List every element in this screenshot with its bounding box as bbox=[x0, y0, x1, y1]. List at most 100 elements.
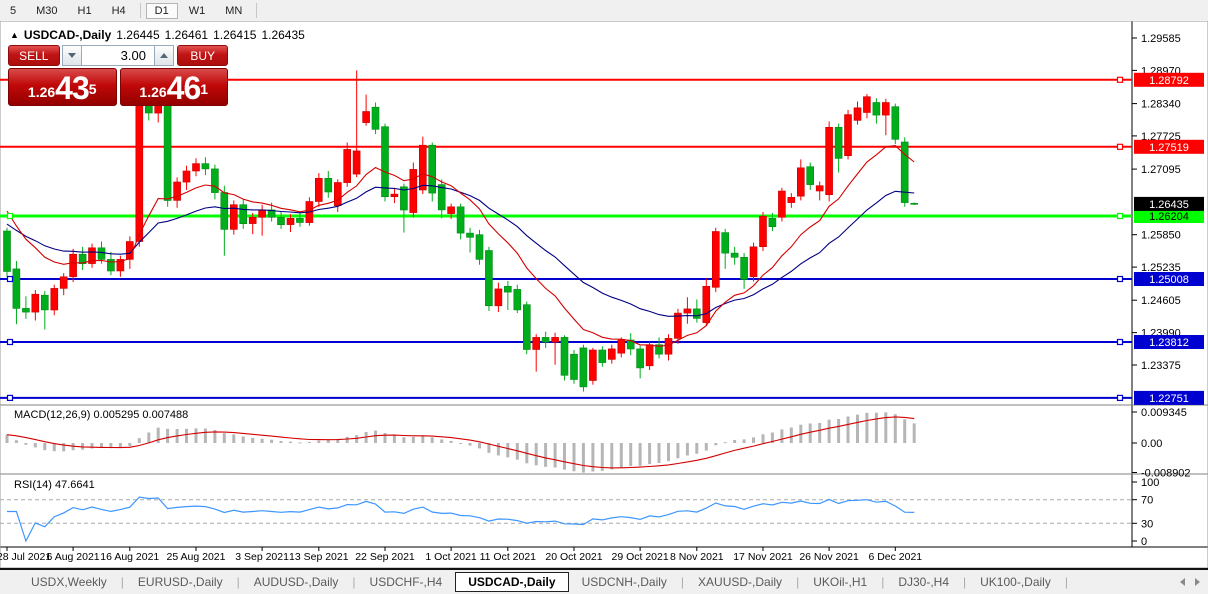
ask-big-digits: 46 bbox=[166, 70, 202, 106]
volume-decrease-button[interactable] bbox=[61, 45, 82, 66]
tab-separator: | bbox=[352, 575, 356, 589]
svg-text:1.29585: 1.29585 bbox=[1141, 33, 1181, 45]
svg-text:17 Nov 2021: 17 Nov 2021 bbox=[733, 551, 793, 563]
svg-text:1.26204: 1.26204 bbox=[1149, 211, 1189, 223]
volume-increase-button[interactable] bbox=[153, 45, 175, 66]
svg-text:26 Nov 2021: 26 Nov 2021 bbox=[799, 551, 859, 563]
tab-separator: | bbox=[1064, 575, 1068, 589]
rsi-pane: 100 70 30 0 RSI(14) 47.6641 bbox=[0, 477, 1159, 548]
macd-pane: 0.009345 0.00 -0.008902 MACD(12,26,9) 0.005… bbox=[5, 407, 1191, 480]
buy-button[interactable]: BUY bbox=[177, 45, 229, 66]
toolbar-separator bbox=[139, 3, 141, 18]
svg-text:100: 100 bbox=[1141, 477, 1159, 489]
svg-text:13 Sep 2021: 13 Sep 2021 bbox=[289, 551, 349, 563]
svg-text:29 Oct 2021: 29 Oct 2021 bbox=[611, 551, 668, 563]
svg-text:0.009345: 0.009345 bbox=[1141, 407, 1187, 419]
ohlc-open: 1.26445 bbox=[116, 28, 160, 42]
svg-text:-0.008902: -0.008902 bbox=[1141, 468, 1191, 480]
ohlc-high: 1.26461 bbox=[164, 28, 209, 42]
bid-price-button[interactable]: 1.26 43 5 bbox=[8, 68, 117, 106]
chevron-down-icon bbox=[67, 53, 76, 58]
ask-price-button[interactable]: 1.26 46 1 bbox=[119, 68, 228, 106]
chart-tab-xauusd[interactable]: XAUUSD-,Daily bbox=[698, 575, 783, 589]
chart-tab-usdchf[interactable]: USDCHF-,H4 bbox=[369, 575, 443, 589]
tab-separator: | bbox=[881, 575, 885, 589]
svg-text:1.24605: 1.24605 bbox=[1141, 295, 1181, 307]
timeframe-button-h4[interactable]: H4 bbox=[111, 4, 126, 17]
svg-text:1.28340: 1.28340 bbox=[1141, 99, 1181, 111]
price-axis[interactable]: 1.295851.289701.283401.277251.270951.258… bbox=[1132, 33, 1204, 405]
chart-tab-usdcad[interactable]: USDCAD-,Daily bbox=[455, 572, 569, 592]
svg-text:1.22751: 1.22751 bbox=[1149, 393, 1189, 405]
svg-text:3 Sep 2021: 3 Sep 2021 bbox=[235, 551, 289, 563]
chart-tab-bar: USDX,Weekly | EURUSD-,Daily | AUDUSD-,Daily |… bbox=[0, 568, 1208, 594]
support-resistance-lines[interactable] bbox=[0, 78, 1132, 399]
svg-text:1.23375: 1.23375 bbox=[1141, 360, 1181, 372]
timeframe-button-h1[interactable]: H1 bbox=[77, 4, 92, 17]
timeframe-button-mn[interactable]: MN bbox=[225, 4, 243, 17]
ask-prefix: 1.26 bbox=[139, 84, 167, 100]
symbol-name: USDCAD-,Daily bbox=[23, 28, 112, 42]
tab-separator: | bbox=[796, 575, 800, 589]
svg-text:1.25008: 1.25008 bbox=[1149, 274, 1189, 286]
svg-text:6 Dec 2021: 6 Dec 2021 bbox=[868, 551, 922, 563]
svg-text:16 Aug 2021: 16 Aug 2021 bbox=[100, 551, 159, 563]
chart-tab-eurusd[interactable]: EURUSD-,Daily bbox=[137, 575, 223, 589]
timeframe-button-5[interactable]: 5 bbox=[10, 4, 17, 17]
tab-separator: | bbox=[236, 575, 240, 589]
chart-tab-dj30[interactable]: DJ30-,H4 bbox=[898, 575, 950, 589]
svg-text:28 Jul 2021: 28 Jul 2021 bbox=[0, 551, 51, 563]
svg-text:0: 0 bbox=[1141, 536, 1147, 548]
ohlc-close: 1.26435 bbox=[261, 28, 305, 42]
svg-text:22 Sep 2021: 22 Sep 2021 bbox=[355, 551, 415, 563]
chart-tab-uk100[interactable]: UK100-,Daily bbox=[980, 575, 1051, 589]
tab-separator: | bbox=[680, 575, 685, 589]
tab-separator: | bbox=[120, 575, 124, 589]
scroll-right-icon[interactable] bbox=[1195, 578, 1200, 586]
collapse-icon[interactable]: ▲ bbox=[10, 30, 19, 40]
svg-text:11 Oct 2021: 11 Oct 2021 bbox=[480, 551, 537, 563]
toolbar-separator bbox=[256, 3, 258, 18]
svg-text:1 Oct 2021: 1 Oct 2021 bbox=[425, 551, 477, 563]
svg-text:25 Aug 2021: 25 Aug 2021 bbox=[167, 551, 226, 563]
timeframe-button-m30[interactable]: M30 bbox=[36, 4, 58, 17]
svg-text:0.00: 0.00 bbox=[1141, 438, 1162, 450]
svg-text:70: 70 bbox=[1141, 495, 1153, 507]
sell-button[interactable]: SELL bbox=[8, 45, 60, 66]
bid-big-digits: 43 bbox=[55, 70, 90, 106]
svg-text:1.27095: 1.27095 bbox=[1141, 164, 1181, 176]
svg-text:1.25235: 1.25235 bbox=[1141, 262, 1181, 274]
ask-pip-digit: 1 bbox=[200, 81, 209, 97]
svg-text:1.26435: 1.26435 bbox=[1149, 199, 1189, 211]
chart-title: ▲ USDCAD-,Daily 1.26445 1.26461 1.26415 … bbox=[10, 28, 305, 42]
ohlc-low: 1.26415 bbox=[213, 28, 257, 42]
chart-tab-usdcnh[interactable]: USDCNH-,Daily bbox=[581, 575, 667, 589]
moving-averages bbox=[6, 145, 915, 347]
timeframe-button-w1[interactable]: W1 bbox=[188, 4, 206, 17]
svg-text:6 Aug 2021: 6 Aug 2021 bbox=[47, 551, 100, 563]
svg-text:1.28792: 1.28792 bbox=[1149, 75, 1189, 87]
svg-text:1.27519: 1.27519 bbox=[1149, 142, 1189, 154]
tab-scroll-arrows bbox=[1180, 578, 1200, 586]
one-click-trade-panel: SELL BUY 1.26435 1.26461 bbox=[8, 45, 229, 106]
tab-separator: | bbox=[963, 575, 967, 589]
macd-label: MACD(12,26,9) 0.005295 0.007488 bbox=[14, 409, 188, 421]
chart-window: 1.29585 1.28970 1.28340 1.27725 1.27095 1.258… bbox=[0, 21, 1208, 568]
svg-text:1.23812: 1.23812 bbox=[1149, 337, 1189, 349]
svg-text:1.25850: 1.25850 bbox=[1141, 230, 1181, 242]
svg-text:30: 30 bbox=[1141, 518, 1153, 530]
bid-prefix: 1.26 bbox=[27, 84, 56, 100]
chart-tab-usdx[interactable]: USDX,Weekly bbox=[31, 575, 107, 589]
timeframe-button-d1[interactable]: D1 bbox=[145, 2, 178, 19]
candlesticks[interactable] bbox=[3, 70, 919, 392]
volume-input[interactable] bbox=[81, 45, 154, 66]
price-chart[interactable]: 1.295851.289701.283401.277251.270951.258… bbox=[0, 21, 1208, 568]
chart-tab-ukoil[interactable]: UKOil-,H1 bbox=[813, 575, 868, 589]
scroll-left-icon[interactable] bbox=[1180, 578, 1185, 586]
bid-pip-digit: 5 bbox=[88, 81, 97, 97]
chart-tab-audusd[interactable]: AUDUSD-,Daily bbox=[253, 575, 339, 589]
timeframe-toolbar: 5 M30 H1 H4 D1 W1 MN bbox=[0, 0, 1208, 22]
rsi-label: RSI(14) 47.6641 bbox=[14, 479, 95, 491]
